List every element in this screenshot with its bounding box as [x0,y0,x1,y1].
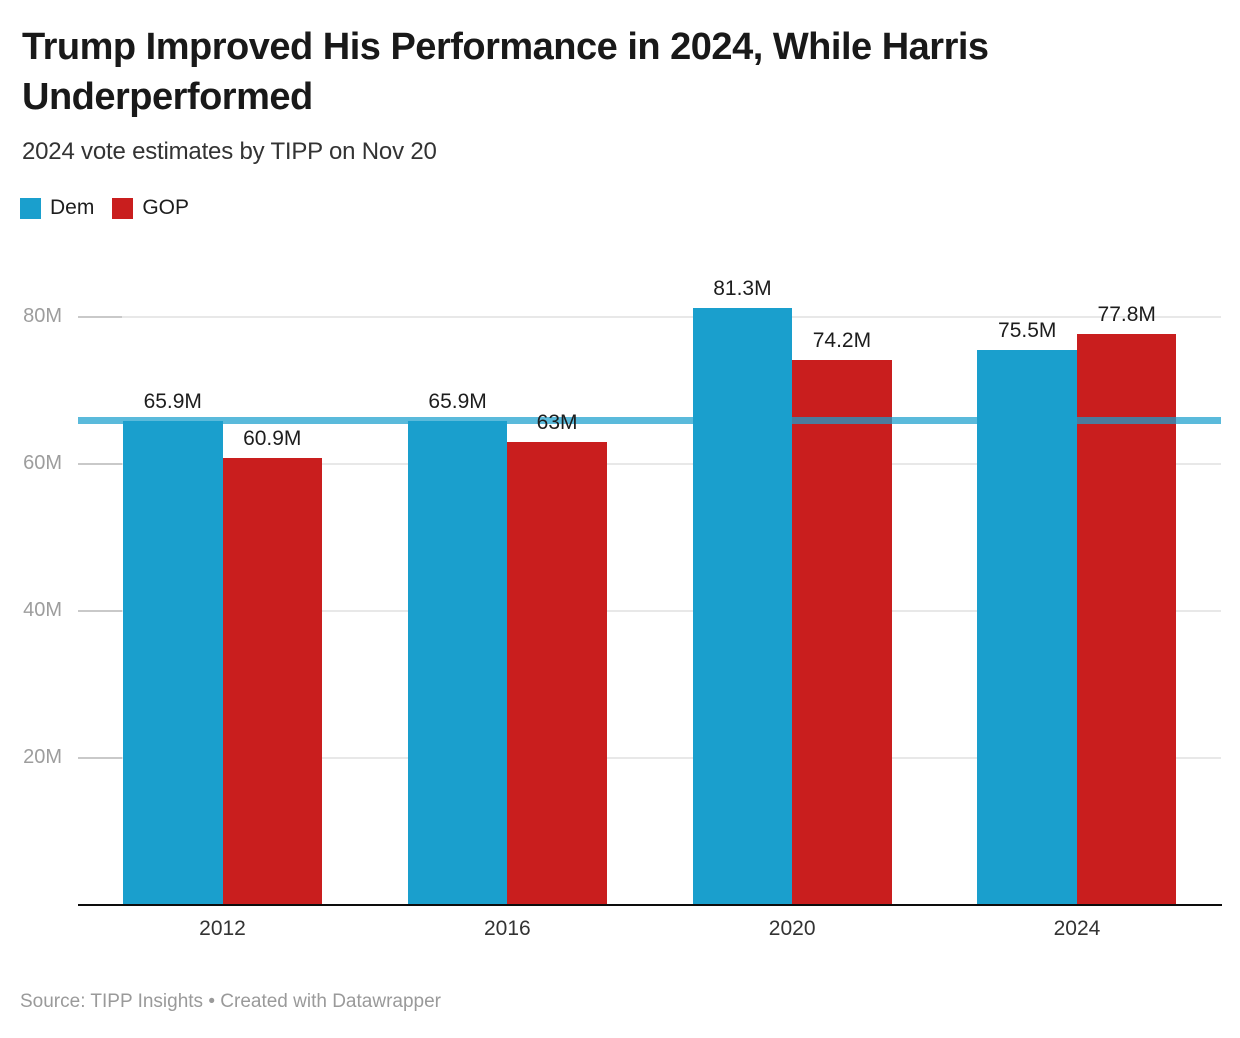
x-tick-label-2020: 2020 [768,917,816,940]
y-gridline [78,610,1221,613]
y-tick-label: 80M [23,305,62,328]
y-tick-label: 40M [23,599,62,622]
y-tick-mark [78,757,122,760]
bar-chart: 20M 40M 60M 80M 65.9M 60.9M 65.9M 63M 81.3M 74.2M… [0,240,1240,950]
bar-gop-2016[interactable] [507,442,607,905]
legend-item-dem: Dem [20,196,94,220]
legend-item-gop: GOP [112,196,189,220]
y-tick-label: 20M [23,746,62,769]
value-label-gop-2024: 77.8M [1097,302,1156,326]
y-tick-mark [78,610,122,613]
bar-dem-2020[interactable] [692,307,793,905]
chart-legend: Dem GOP [20,196,189,220]
reference-line [78,417,1221,425]
bar-dem-2024[interactable] [977,350,1077,905]
value-label-dem-2024: 75.5M [998,319,1057,343]
legend-swatch-gop-icon [112,197,134,219]
chart-title: Trump Improved His Performance in 2024, … [22,22,1218,122]
x-tick-label-2024: 2024 [1053,917,1101,940]
y-tick-label: 60M [23,452,62,475]
legend-label-dem: Dem [50,196,95,219]
chart-title-line-1: Trump Improved His Performance in 2024, … [22,26,989,68]
value-label-dem-2016: 65.9M [428,389,487,413]
bar-dem-2012[interactable] [123,420,223,905]
value-label-dem-2020: 81.3M [713,276,772,300]
x-axis-baseline [78,903,1222,906]
legend-label-gop: GOP [142,196,190,219]
value-label-gop-2012: 60.9M [243,426,302,450]
x-tick-label-2012: 2012 [199,917,246,940]
x-tick-label-2016: 2016 [483,917,531,940]
y-tick-mark [78,316,122,319]
value-label-dem-2012: 65.9M [143,389,202,413]
bar-gop-2020[interactable] [792,360,892,905]
value-label-gop-2020: 74.2M [812,329,872,352]
bar-gop-2024[interactable] [1076,333,1177,905]
chart-subtitle: 2024 vote estimates by TIPP on Nov 20 [22,138,437,165]
chart-title-line-2: Underperformed [22,76,313,118]
y-gridline [78,757,1221,760]
source-note: Source: TIPP Insights • Created with Dat… [20,991,441,1012]
y-tick-mark [78,463,122,466]
y-gridline [78,463,1221,466]
legend-swatch-dem-icon [20,197,41,219]
y-gridline [78,316,1221,319]
value-label-gop-2016: 63M [536,411,578,435]
bar-dem-2016[interactable] [407,420,508,905]
chart-header: Trump Improved His Performance in 2024, … [22,22,1218,166]
bar-gop-2012[interactable] [222,457,322,905]
